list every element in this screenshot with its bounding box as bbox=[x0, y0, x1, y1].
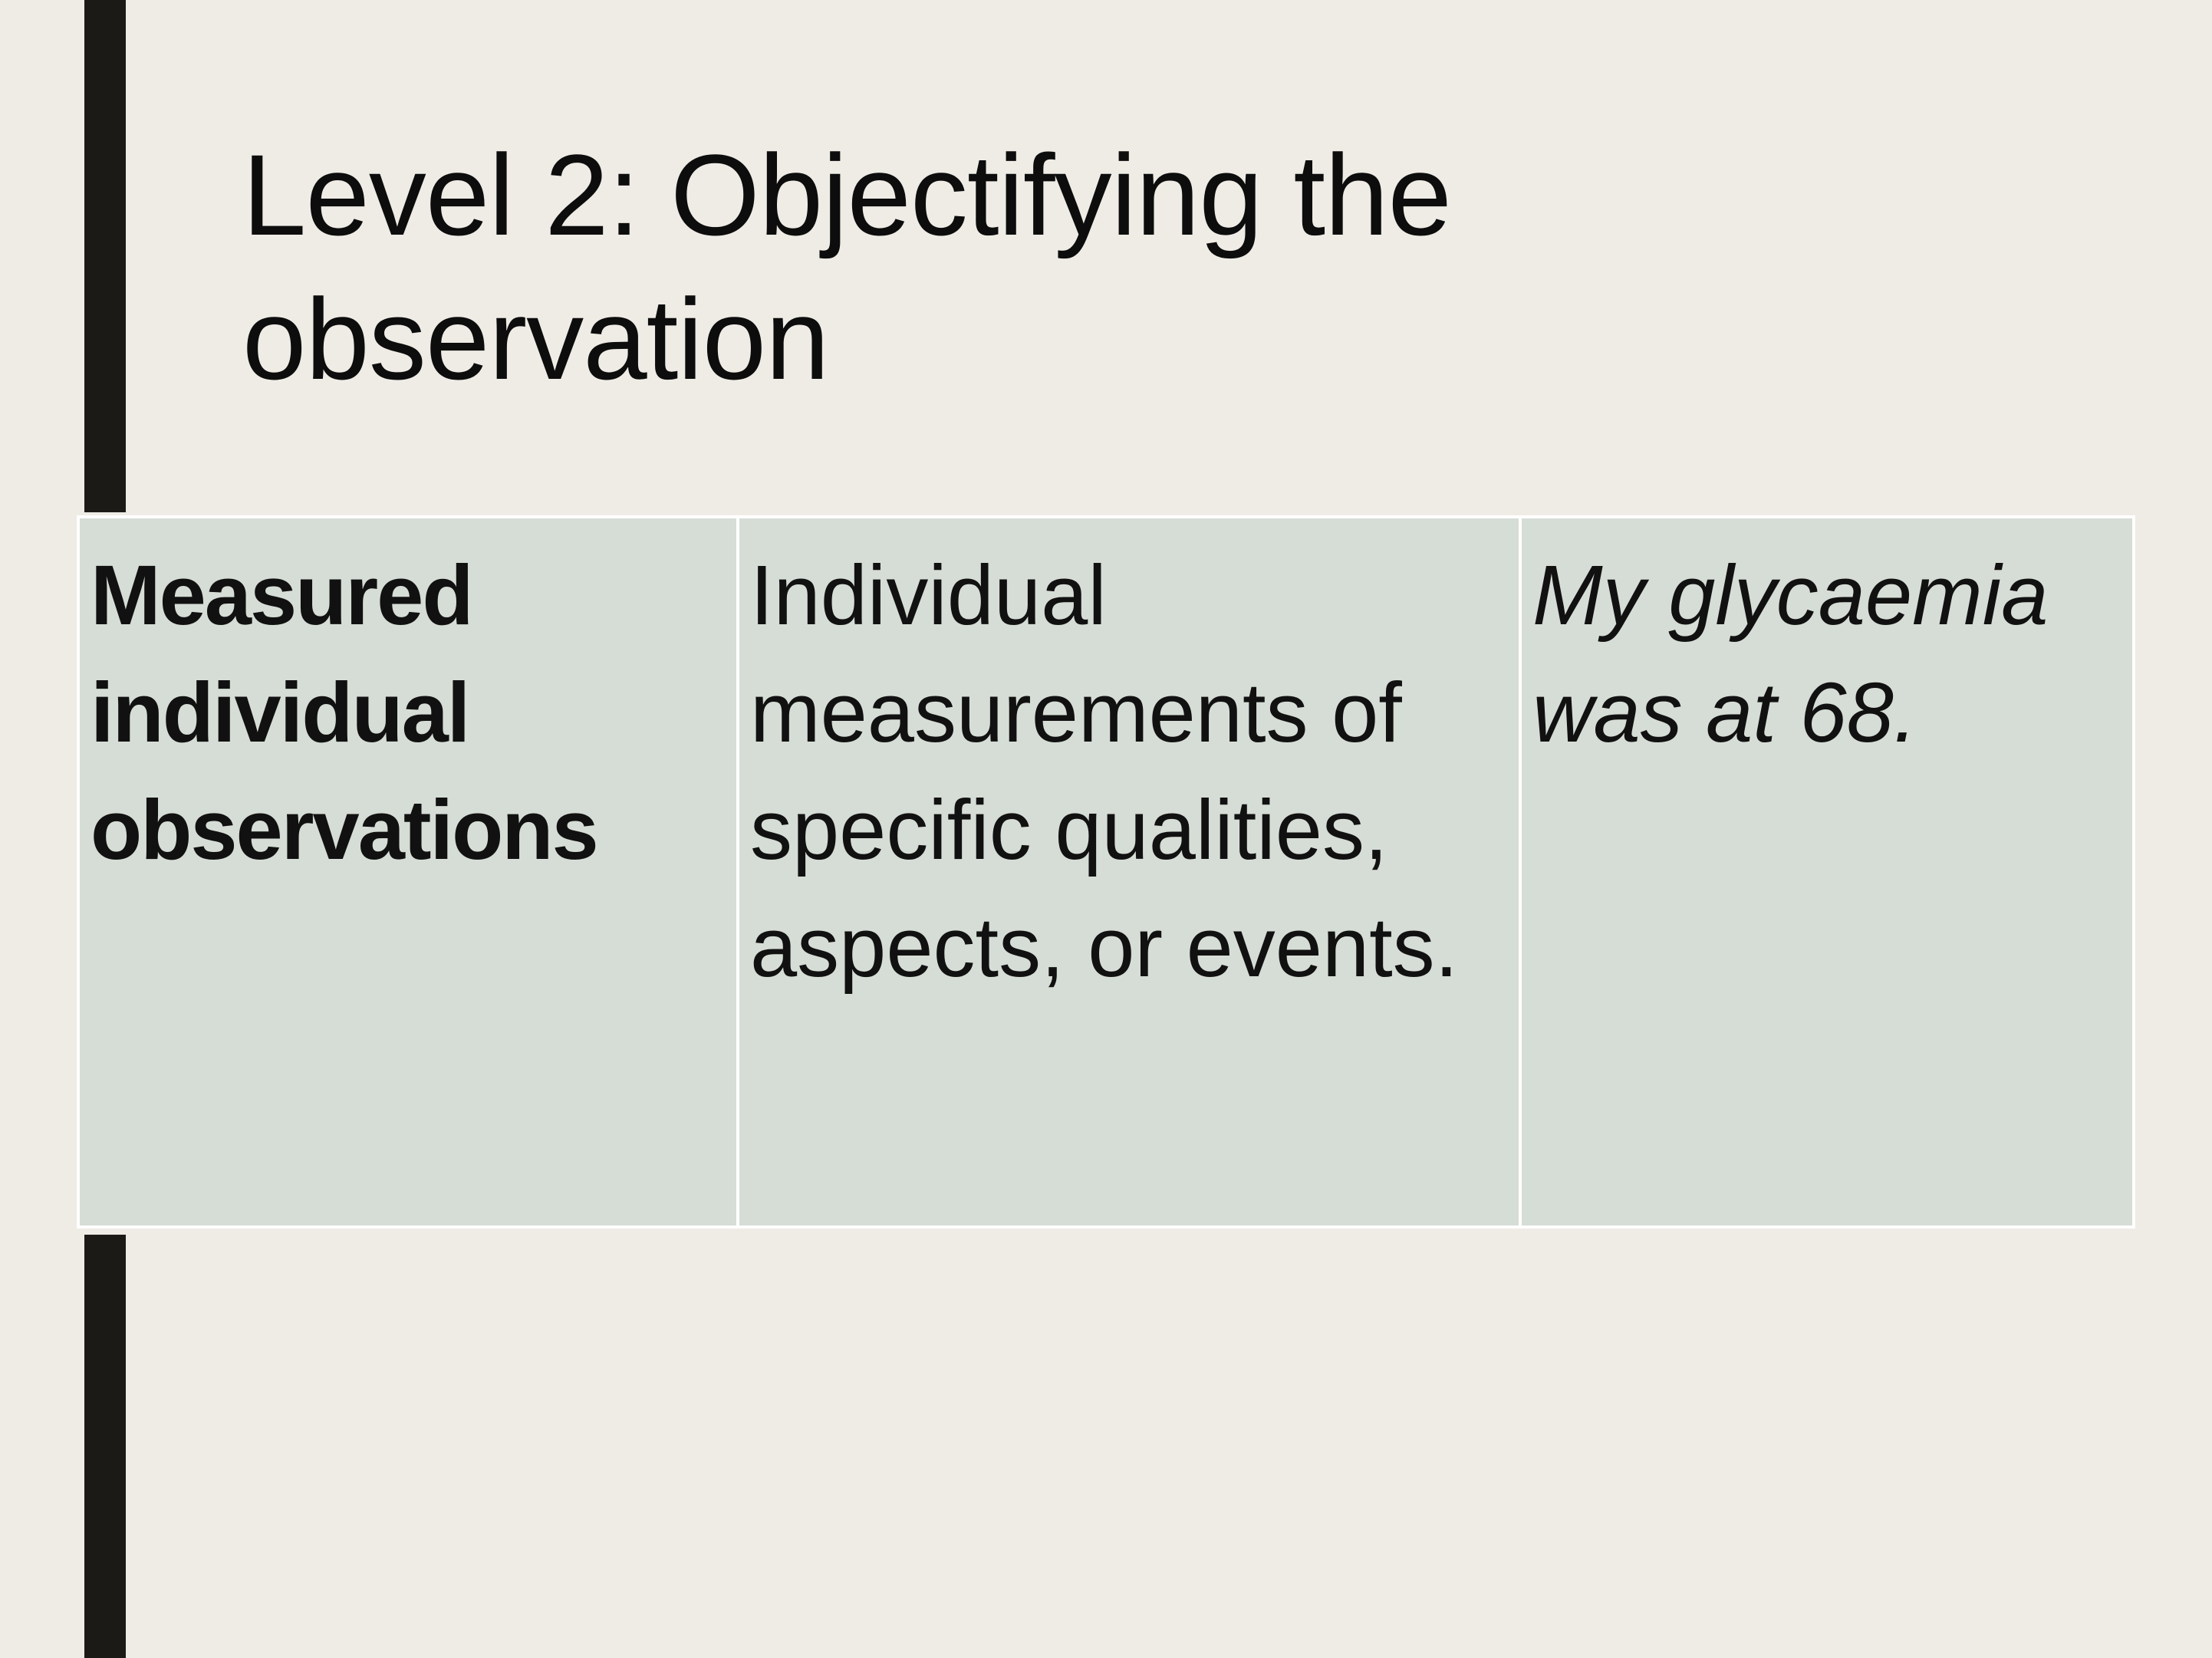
content-table: Measured individual observations Individ… bbox=[77, 515, 2135, 1229]
term-cell: Measured individual observations bbox=[77, 515, 739, 1229]
slide-title: Level 2: Objectifying the observation bbox=[242, 130, 1452, 403]
accent-bar-bottom bbox=[84, 1235, 126, 1658]
accent-bar-top bbox=[84, 0, 126, 512]
table-row: Measured individual observations Individ… bbox=[77, 515, 2135, 1229]
definition-cell: Individual measurements of specific qual… bbox=[736, 515, 1522, 1229]
example-cell: My glycaemia was at 68. bbox=[1519, 515, 2135, 1229]
